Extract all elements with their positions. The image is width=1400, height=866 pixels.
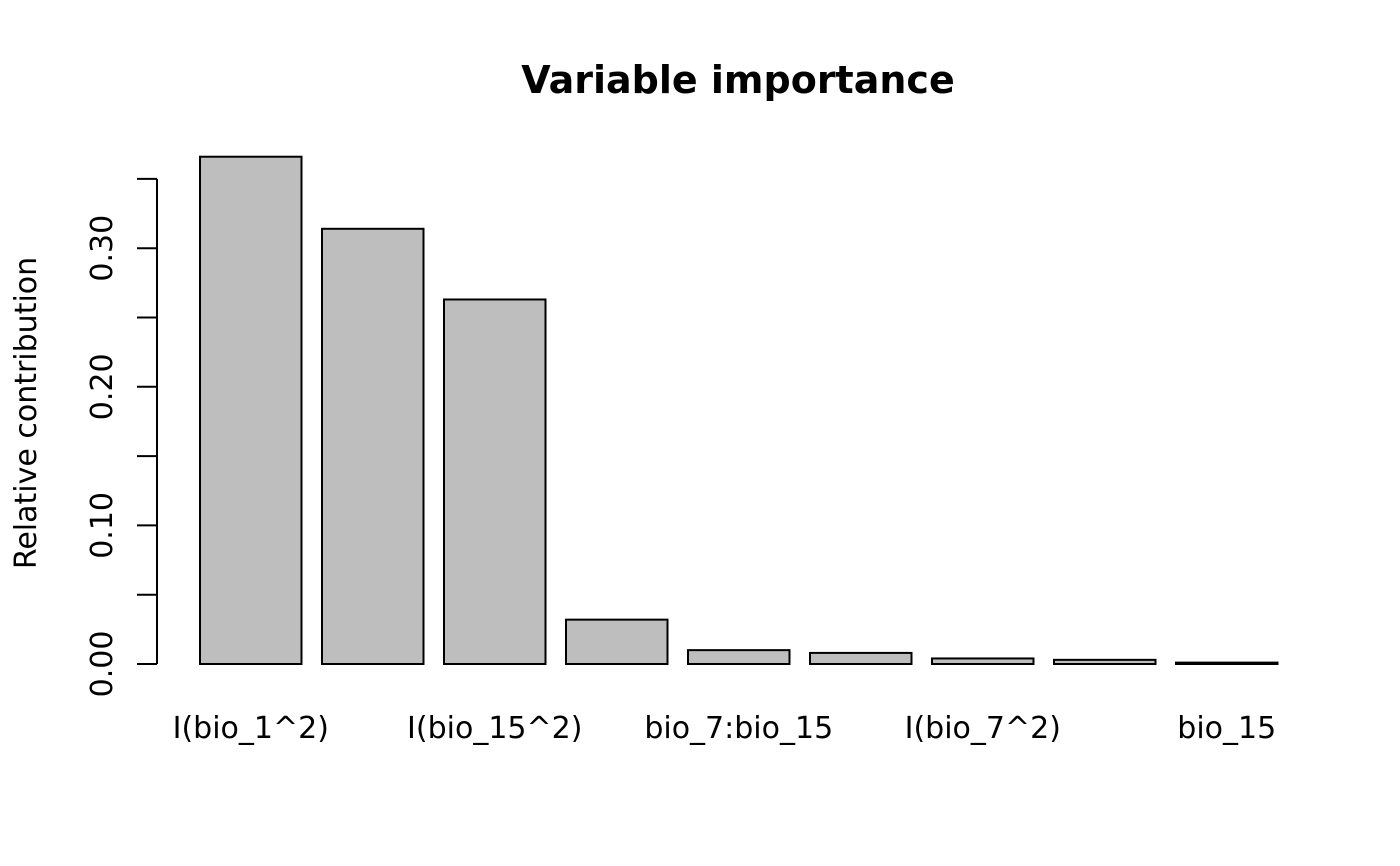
x-tick-label: I(bio_1^2) <box>173 711 329 746</box>
bar <box>321 227 425 666</box>
x-tick-label: bio_15 <box>1177 711 1276 746</box>
bar <box>565 618 669 666</box>
bar <box>199 155 303 665</box>
chart-title: Variable importance <box>521 58 954 102</box>
x-tick-labels: I(bio_1^2) I(bio_15^2) bio_7:bio_15 I(bio_7… <box>173 711 1277 746</box>
bar <box>931 657 1035 665</box>
bar <box>809 651 913 665</box>
bar <box>687 649 791 666</box>
bar <box>443 298 547 665</box>
bar <box>1175 661 1279 666</box>
bar <box>1053 658 1157 665</box>
y-tick-label: 0.10 <box>85 492 120 559</box>
y-tick-label: 0.30 <box>85 215 120 282</box>
x-tick-label: bio_7:bio_15 <box>644 711 833 746</box>
y-tick-label: 0.00 <box>85 631 120 698</box>
bars <box>199 155 1279 666</box>
y-axis: 0.00 0.10 0.20 0.30 <box>85 177 158 698</box>
x-tick-label: I(bio_15^2) <box>407 711 582 746</box>
y-axis-label: Relative contribution <box>9 257 44 569</box>
x-tick-label: I(bio_7^2) <box>905 711 1061 746</box>
y-tick-label: 0.20 <box>85 353 120 420</box>
